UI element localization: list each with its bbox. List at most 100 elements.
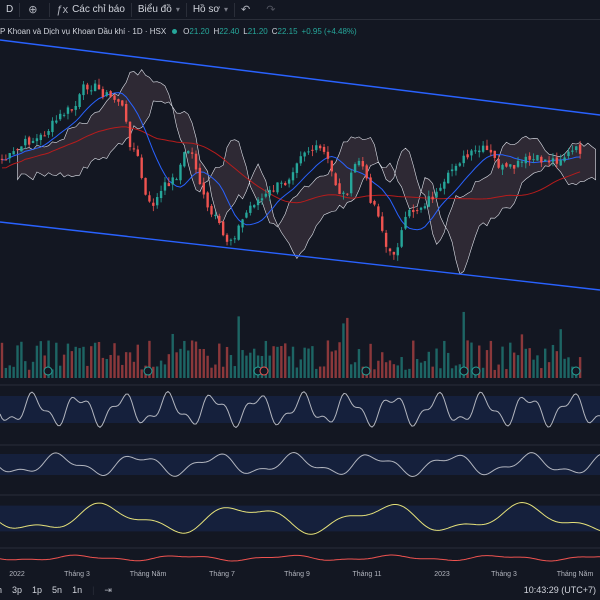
clock: 10:43:29 (UTC+7): [523, 585, 596, 595]
volume-bar: [225, 346, 229, 378]
volume-bar: [59, 365, 62, 378]
time-axis-label: 2022: [9, 571, 25, 578]
candle-body: [206, 192, 209, 208]
volume-bar: [241, 350, 244, 378]
candle-body: [210, 205, 213, 215]
interval-button[interactable]: D: [0, 0, 19, 20]
candle-body: [547, 160, 551, 163]
volume-bar: [229, 355, 233, 378]
volume-bar: [311, 346, 314, 378]
candle-body: [214, 214, 217, 217]
candle-body: [478, 150, 481, 153]
profile-button[interactable]: Hồ sơ ▾: [187, 0, 234, 20]
date-range-icon[interactable]: ⇥: [104, 584, 112, 595]
volume-bar: [206, 355, 209, 378]
volume-bar: [187, 350, 190, 378]
oscillator-pane-4: [0, 547, 600, 562]
candle-body: [117, 99, 120, 102]
candle-body: [338, 183, 341, 195]
volume-bar: [559, 329, 562, 378]
volume-bar: [400, 357, 403, 378]
volume-bar: [90, 346, 93, 378]
candle-body: [78, 94, 81, 108]
volume-bar: [148, 340, 151, 378]
volume-bar: [0, 342, 4, 378]
candle-body: [571, 150, 574, 152]
candle-body: [144, 177, 147, 195]
open-label: O: [183, 26, 190, 36]
volume-bar: [62, 354, 66, 378]
candle-body: [427, 196, 430, 207]
event-marker: [43, 366, 53, 376]
toolbar-divider: [233, 2, 235, 17]
volume-bar: [512, 352, 516, 378]
volume-bar: [198, 348, 202, 378]
range-divider: |: [92, 584, 95, 595]
candle-body: [249, 205, 252, 213]
candle-body: [163, 182, 167, 191]
close-value: 22.15: [277, 26, 298, 36]
volume-bar: [78, 348, 81, 378]
candle-body: [516, 160, 520, 167]
candle-body: [512, 165, 516, 169]
range-button-partial[interactable]: n: [0, 585, 2, 596]
range-button[interactable]: 5n: [52, 584, 63, 595]
range-button[interactable]: 1p: [32, 584, 43, 595]
time-axis-label: Tháng 3: [64, 571, 90, 578]
candle-body: [12, 151, 15, 155]
volume-bar: [55, 342, 58, 378]
candle-body: [330, 160, 333, 172]
redo-button[interactable]: ↷: [260, 0, 285, 20]
volume-bar: [567, 357, 570, 378]
candle-body: [388, 248, 392, 252]
undo-button[interactable]: ↶: [235, 0, 260, 20]
volume-bar: [152, 366, 155, 378]
candle-body: [140, 157, 143, 178]
chart-canvas[interactable]: 2022 Tháng 3 Tháng Năm Tháng 7 Tháng 9 T…: [0, 20, 600, 580]
volume-bar: [210, 367, 213, 378]
volume-bar: [93, 342, 97, 378]
volume-bar: [233, 366, 236, 378]
volume-bar: [485, 350, 489, 378]
volume-bar: [268, 355, 271, 378]
candle-body: [152, 202, 155, 206]
candle-body: [435, 191, 438, 198]
candle-body: [253, 205, 256, 208]
candle-body: [264, 193, 268, 197]
candle-body: [346, 193, 349, 195]
candle-body: [474, 150, 477, 152]
candle-body: [109, 91, 112, 97]
close-label: C: [271, 26, 278, 36]
volume-bar: [31, 361, 35, 378]
compare-button[interactable]: ⊕: [20, 0, 49, 20]
low-label: L: [243, 26, 248, 36]
volume-bar: [392, 364, 396, 378]
candle-body: [43, 135, 46, 137]
volume-bar: [555, 351, 559, 378]
volume-bar: [117, 355, 120, 378]
price-pane: [0, 39, 600, 291]
volume-bar: [136, 344, 139, 378]
toolbar-divider: [130, 2, 132, 17]
high-label: H: [213, 26, 220, 36]
symbol-name[interactable]: P Khoan và Dịch vụ Khoan Dầu khí · 1D · …: [0, 26, 167, 36]
volume-bar: [466, 340, 469, 378]
candle-body: [97, 84, 101, 90]
candle-body: [272, 190, 275, 192]
volume-bar: [97, 341, 101, 378]
candle-body: [369, 177, 372, 203]
ichimoku-cloud: [17, 69, 596, 275]
candle-body: [198, 167, 202, 185]
chart-type-button[interactable]: Biểu đồ ▾: [132, 0, 186, 20]
indicators-button[interactable]: ƒx Các chỉ báo: [50, 0, 130, 20]
candle-body: [124, 103, 128, 122]
candle-body: [578, 144, 582, 154]
candle-body: [31, 140, 35, 144]
candle-body: [39, 134, 42, 141]
candle-body: [148, 195, 151, 202]
oscillator-band: [0, 396, 600, 423]
candle-body: [392, 251, 396, 255]
channel-upper-line: [0, 39, 600, 116]
range-button[interactable]: 3p: [12, 584, 23, 595]
range-button[interactable]: 1n: [72, 584, 83, 595]
